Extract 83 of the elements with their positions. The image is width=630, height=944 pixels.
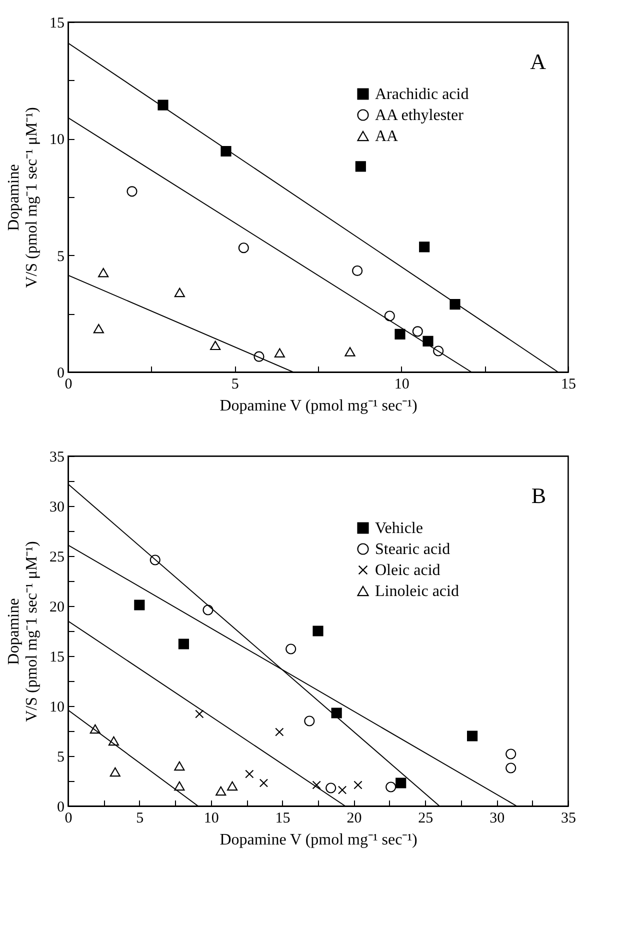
point (355, 161, 366, 172)
y-axis-title: Dopamine V/S (pmol mg⁻1 sec⁻¹ μM⁻¹) (6, 107, 40, 288)
y-tick-label: 30 (50, 500, 64, 516)
point (238, 242, 249, 254)
point (174, 761, 185, 771)
y-tick-label: 10 (50, 132, 64, 148)
point (110, 767, 120, 777)
point (254, 351, 264, 362)
point (202, 604, 214, 616)
legend-label: AA ethylester (375, 107, 464, 124)
point (344, 347, 356, 356)
point (386, 782, 396, 792)
point (304, 716, 315, 726)
y-tick-label: 5 (57, 248, 64, 265)
x-tick-label: 10 (204, 810, 219, 826)
point (259, 778, 268, 788)
y-tick-label: 25 (50, 550, 64, 566)
annotation: A (530, 49, 546, 74)
point (354, 780, 362, 790)
point (216, 786, 226, 796)
point (352, 265, 363, 276)
point (93, 324, 104, 334)
point (338, 786, 347, 794)
legend-label: Arachidic acid (375, 86, 469, 103)
point (226, 781, 238, 791)
legend-label: AA (375, 128, 399, 145)
x-tick-label: 5 (136, 810, 144, 826)
y-tick-label: 35 (50, 450, 64, 466)
point (466, 730, 478, 742)
point (98, 268, 109, 278)
point (506, 748, 516, 760)
point (326, 782, 336, 794)
y-tick-label: 15 (50, 650, 64, 666)
point (433, 346, 444, 356)
point (134, 600, 145, 610)
point (275, 728, 284, 736)
point (312, 780, 321, 790)
point (178, 638, 190, 650)
point (384, 310, 395, 322)
x-tick-label: 30 (490, 810, 505, 826)
y-tick-label: 20 (50, 600, 64, 616)
y-tick-label: 0 (57, 366, 64, 382)
x-axis-title: Dopamine V (pmol mg⁻¹ sec⁻¹) (220, 398, 418, 414)
point (394, 328, 406, 340)
x-tick-label: 5 (231, 376, 239, 392)
x-tick-label: 25 (418, 810, 434, 826)
point (108, 736, 120, 746)
x-tick-label: 15 (275, 810, 290, 826)
point (245, 770, 254, 778)
point (174, 288, 185, 298)
point (286, 644, 296, 654)
point (396, 778, 406, 788)
point (450, 299, 460, 310)
point (422, 336, 434, 346)
y-tick-label: 10 (50, 700, 64, 716)
point (331, 708, 342, 718)
point (158, 100, 168, 110)
point (274, 348, 285, 358)
y-tick-label: 5 (57, 750, 64, 766)
legend-label: Linoleic acid (375, 583, 459, 600)
y-axis-title: Dopamine V/S (pmol mg⁻1 sec⁻¹ μM⁻¹) (6, 541, 40, 722)
legend-label: Oleic acid (375, 562, 440, 579)
legend-label: Vehicle (375, 520, 423, 537)
point (90, 724, 100, 734)
x-axis-title: Dopamine V (pmol mg⁻¹ sec⁻¹) (220, 832, 418, 848)
x-tick-label: 10 (394, 376, 410, 392)
point (150, 554, 160, 566)
x-tick-label: 20 (346, 810, 362, 826)
point (210, 340, 221, 350)
point (195, 710, 204, 718)
y-tick-label: 0 (57, 800, 64, 816)
point (174, 781, 185, 791)
legend-label: Stearic acid (375, 541, 450, 558)
point (220, 146, 232, 157)
point (419, 242, 430, 252)
x-tick-label: 35 (561, 810, 576, 826)
point (506, 762, 516, 774)
y-tick-label: 15 (50, 16, 64, 32)
annotation: B (531, 483, 546, 508)
point (412, 326, 423, 337)
x-tick-label: 15 (561, 376, 576, 392)
point (312, 626, 324, 636)
point (126, 186, 138, 197)
